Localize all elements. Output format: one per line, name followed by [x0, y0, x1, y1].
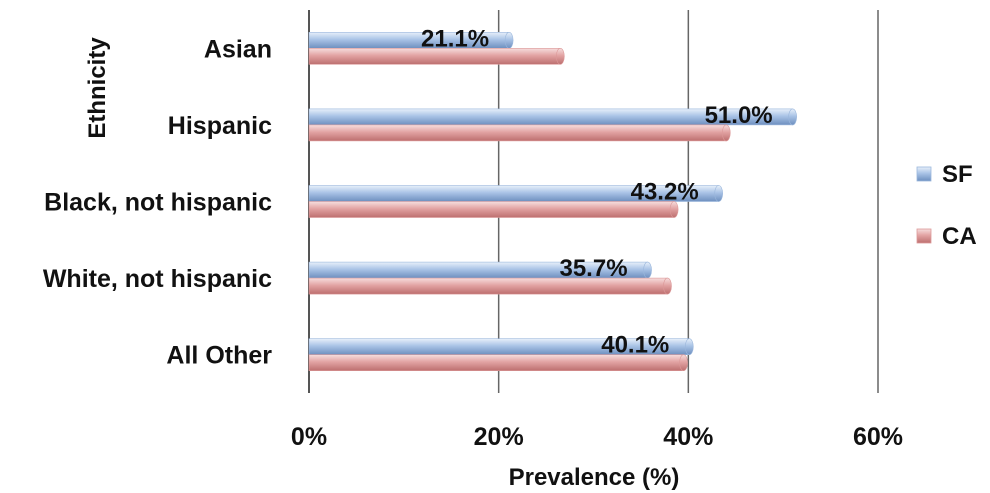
data-label-black-not-hispanic: 43.2%	[631, 179, 699, 206]
bar-cap-ca-hispanic	[721, 124, 731, 142]
bar-cap-sf-all-other	[684, 338, 694, 356]
bar-cap-ca-asian	[556, 47, 565, 65]
data-label-hispanic: 51.0%	[705, 102, 773, 129]
bar-cap-sf-white-not-hispanic	[643, 261, 652, 279]
category-label-asian: Asian	[204, 35, 272, 63]
category-label-hispanic: Hispanic	[168, 112, 272, 140]
bars	[308, 31, 797, 372]
data-label-white-not-hispanic: 35.7%	[559, 255, 627, 282]
bar-ca-black-not-hispanic	[308, 201, 675, 218]
category-labels: Asian Hispanic Black, not hispanic White, n…	[43, 35, 272, 369]
legend-label-sf: SF	[942, 161, 973, 188]
legend-label-ca: CA	[942, 223, 977, 250]
bar-cap-sf-black-not-hispanic	[714, 185, 723, 202]
category-label-white-not-hispanic: White, not hispanic	[43, 265, 272, 293]
y-axis-title: Ethnicity	[84, 37, 111, 139]
bar-cap-sf-asian	[504, 31, 514, 49]
category-label-black-not-hispanic: Black, not hispanic	[44, 189, 272, 217]
bar-ca-hispanic	[308, 124, 727, 142]
x-tick-label: 20%	[474, 423, 524, 451]
legend-swatch-sf	[916, 166, 932, 182]
x-tick-labels: 0% 20% 40% 60%	[291, 423, 903, 451]
legend: SF CA	[916, 161, 977, 250]
x-tick-label: 0%	[291, 423, 327, 451]
category-label-all-other: All Other	[166, 342, 272, 370]
x-tick-label: 40%	[663, 423, 713, 451]
x-axis-title: Prevalence (%)	[509, 464, 680, 491]
bar-cap-ca-white-not-hispanic	[663, 277, 672, 295]
data-label-all-other: 40.1%	[601, 332, 669, 359]
legend-swatch-ca	[916, 228, 932, 244]
bar-cap-ca-black-not-hispanic	[669, 201, 679, 218]
data-labels: 21.1% 51.0% 43.2% 35.7% 40.1%	[421, 25, 773, 358]
x-tick-label: 60%	[853, 423, 903, 451]
bar-cap-ca-all-other	[679, 354, 688, 372]
data-label-asian: 21.1%	[421, 25, 489, 52]
bar-cap-sf-hispanic	[788, 108, 797, 126]
